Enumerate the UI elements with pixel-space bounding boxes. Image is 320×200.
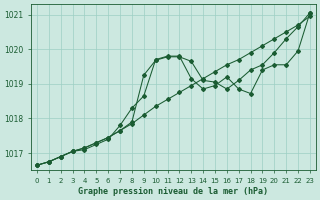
X-axis label: Graphe pression niveau de la mer (hPa): Graphe pression niveau de la mer (hPa) (78, 187, 268, 196)
